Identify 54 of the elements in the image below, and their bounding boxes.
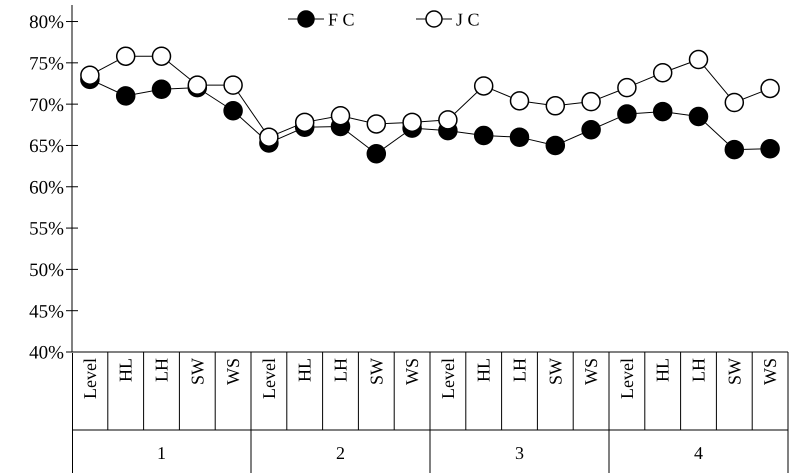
point xyxy=(259,127,279,147)
x-tick-label: WS xyxy=(402,358,422,385)
point xyxy=(474,126,494,146)
x-tick-label: HL xyxy=(474,358,494,382)
x-tick-label: SW xyxy=(724,358,744,385)
x-tick-label: Level xyxy=(80,358,100,399)
text: 3 xyxy=(515,443,524,463)
x-tick-label: HL xyxy=(116,358,136,382)
point xyxy=(617,104,637,124)
x-tick-label: SW xyxy=(366,358,386,385)
x-tick-label: LH xyxy=(688,358,708,382)
x-tick-label: HL xyxy=(652,358,673,382)
legend-label: J C xyxy=(456,9,480,30)
point xyxy=(223,101,243,120)
point xyxy=(294,112,314,132)
x-tick-label: WS xyxy=(223,358,244,385)
text: 1 xyxy=(157,443,166,463)
point xyxy=(760,139,780,159)
legend-label: F C xyxy=(328,9,355,30)
y-tick-label: 70% xyxy=(29,94,64,116)
y-tick-label: 45% xyxy=(29,301,64,322)
point xyxy=(688,106,708,126)
x-tick-label: WS xyxy=(760,358,780,385)
x-tick-label: Level xyxy=(438,358,458,399)
point xyxy=(581,120,601,140)
point xyxy=(652,102,672,122)
point xyxy=(366,144,386,164)
y-tick-label: 75% xyxy=(29,53,64,74)
point xyxy=(80,65,100,85)
point xyxy=(152,80,172,100)
x-tick-label: LH xyxy=(330,358,350,382)
x-tick-label: Level xyxy=(616,358,637,399)
text: 4 xyxy=(694,443,703,463)
y-tick-label: 50% xyxy=(29,260,64,282)
x-tick-label: LH xyxy=(510,358,530,382)
x-tick-label: LH xyxy=(152,358,172,382)
x-tick-label: HL xyxy=(294,358,315,382)
y-tick-label: 40% xyxy=(29,342,64,364)
point xyxy=(402,112,422,132)
text: 2 xyxy=(336,443,345,463)
x-tick-label: SW xyxy=(187,358,208,385)
point xyxy=(546,136,566,156)
y-tick-label: 60% xyxy=(29,177,64,198)
point xyxy=(116,86,136,106)
y-tick-label: 65% xyxy=(29,136,64,158)
x-tick-label: WS xyxy=(581,358,602,385)
point xyxy=(438,110,458,130)
point xyxy=(724,140,744,160)
x-tick-label: SW xyxy=(545,358,566,385)
point xyxy=(330,106,350,126)
y-tick-label: 55% xyxy=(29,218,64,240)
x-tick-label: Level xyxy=(258,358,279,399)
point xyxy=(510,127,530,147)
y-tick-label: 80% xyxy=(29,12,64,34)
